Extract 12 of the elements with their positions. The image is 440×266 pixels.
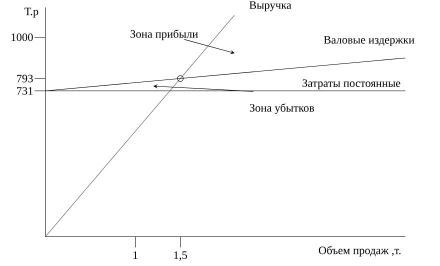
series-label: Выручка [249,1,292,12]
annotation: Зона убытков [250,103,314,114]
ref-line-label: Затраты постоянные [302,79,400,90]
x-tick-label: 1,5 [174,251,187,261]
x-tick-label: 1 [134,251,138,259]
annotation: Зона прибыли [130,30,198,40]
y-tick-label: 1000 [12,33,33,42]
y-tick-label: 793 [17,74,33,82]
y-tick-label: 731 [17,87,33,95]
y-axis-title: Т.р [24,8,38,18]
series-label: Валовые издержки [324,36,414,46]
x-axis-title: Объем продаж ,т. [318,246,401,257]
